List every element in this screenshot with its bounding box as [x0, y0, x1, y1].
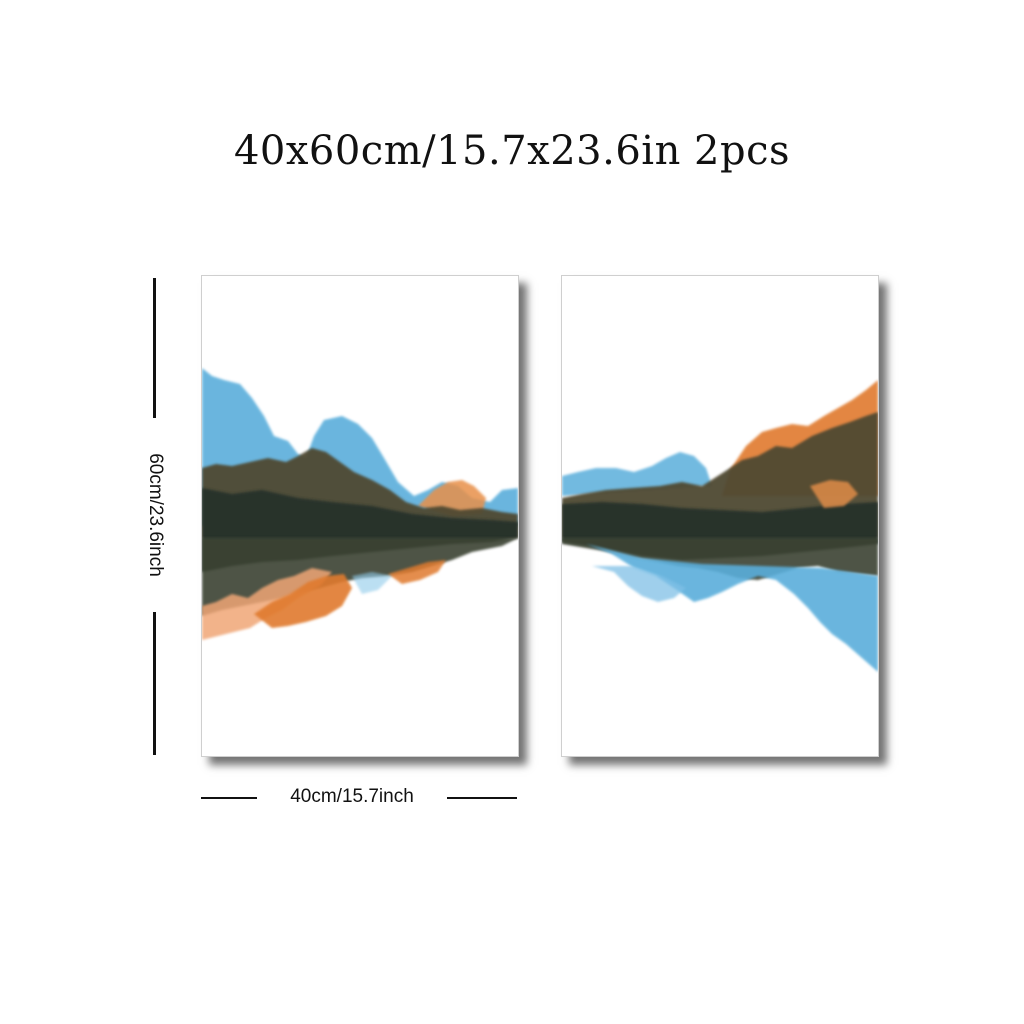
peach-reflection-shape [202, 568, 332, 640]
dark-reflection-shape [562, 538, 878, 580]
width-indicator-line-left [201, 797, 257, 799]
height-label: 60cm/23.6inch [145, 453, 166, 577]
width-indicator-line-right [447, 797, 517, 799]
orange-reflection-shape [810, 480, 858, 508]
canvas-panel-left [201, 275, 519, 757]
orange-reflection-shape-2 [388, 560, 446, 584]
canvas-panel-right [561, 275, 879, 757]
height-indicator-line-top [153, 278, 156, 418]
size-heading: 40x60cm/15.7x23.6in 2pcs [233, 128, 791, 174]
height-indicator-line-bottom [153, 612, 156, 755]
watercolor-landscape-left [202, 368, 518, 640]
blue-reflection-shape-2 [592, 566, 686, 602]
width-label: 40cm/15.7inch [290, 786, 414, 807]
orange-reflection-shape [254, 574, 352, 628]
blue-reflection-shape [352, 572, 392, 594]
watercolor-landscape-right [562, 380, 878, 672]
